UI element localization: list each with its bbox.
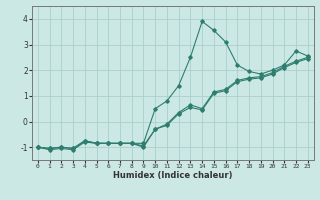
X-axis label: Humidex (Indice chaleur): Humidex (Indice chaleur) bbox=[113, 171, 233, 180]
